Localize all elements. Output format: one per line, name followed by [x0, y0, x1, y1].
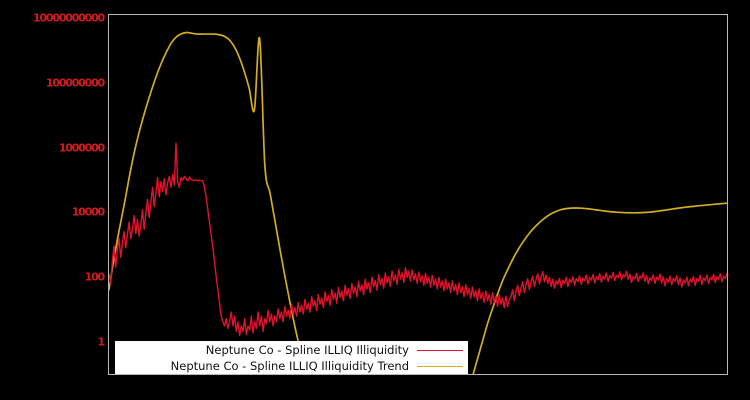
- legend-label-illiquidity: Neptune Co - Spline ILLIQ Illiquidity: [205, 343, 409, 357]
- chart-legend[interactable]: Neptune Co - Spline ILLIQ Illiquidity Ne…: [115, 341, 468, 374]
- legend-entry-trend[interactable]: Neptune Co - Spline ILLIQ Illiquidity Tr…: [116, 358, 467, 374]
- plot-area: [108, 14, 728, 375]
- y-axis-tick-labels: 10000000000 100000000 1000000 10000 100 1: [0, 0, 106, 400]
- legend-label-trend: Neptune Co - Spline ILLIQ Illiquidity Tr…: [170, 359, 409, 373]
- y-axis-tick-label: 1000000: [58, 141, 105, 155]
- y-axis-tick-label: 10000000000: [33, 11, 105, 25]
- y-axis-tick-label: 100000000: [45, 76, 105, 90]
- chart-canvas: [109, 31, 727, 374]
- legend-entry-illiquidity[interactable]: Neptune Co - Spline ILLIQ Illiquidity: [116, 342, 467, 358]
- y-axis-tick-label: 10000: [71, 205, 105, 219]
- y-axis-tick-label: 100: [84, 270, 106, 284]
- legend-swatch-trend: [417, 365, 463, 367]
- series-line-illiquidity: [109, 142, 727, 337]
- legend-swatch-illiquidity: [417, 349, 463, 351]
- y-axis-tick-label: 1: [97, 335, 106, 349]
- series-line-trend: [109, 31, 727, 374]
